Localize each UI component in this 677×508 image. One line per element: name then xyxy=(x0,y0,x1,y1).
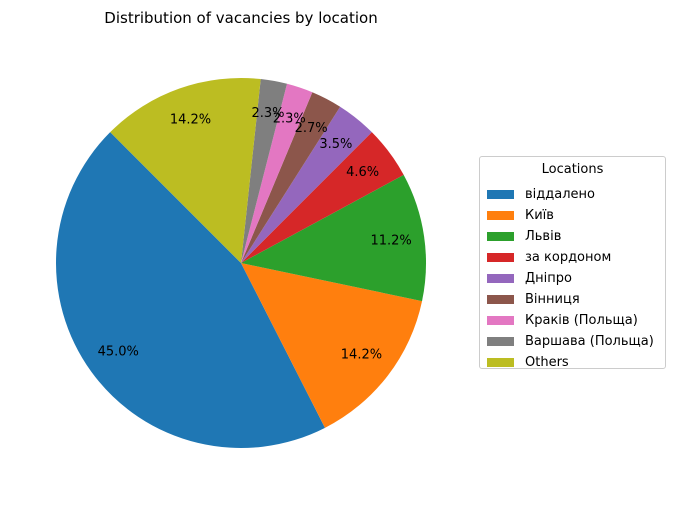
legend-swatch xyxy=(487,273,514,283)
legend-item-1: Київ xyxy=(487,205,554,225)
pie-slice-8 xyxy=(110,78,261,263)
legend-item-3: за кордоном xyxy=(487,247,611,267)
pie-slices xyxy=(55,78,426,449)
legend-label: Дніпро xyxy=(525,270,572,286)
legend-label: за кордоном xyxy=(525,249,612,265)
legend-swatch xyxy=(487,231,514,241)
legend-label: Краків (Польща) xyxy=(525,312,638,328)
legend-item-2: Львів xyxy=(487,226,561,246)
legend-swatch xyxy=(487,357,514,367)
legend: Locations віддалено Київ Львів за кордоном Д… xyxy=(479,156,666,372)
pie-slice-2 xyxy=(241,174,426,302)
legend-swatch xyxy=(487,315,514,325)
pie-percent-label-0: 45.0% xyxy=(98,345,139,360)
legend-swatch xyxy=(487,210,514,220)
pie-slice-0 xyxy=(55,132,325,449)
pie-percent-label-4: 3.5% xyxy=(319,137,352,152)
pie-slice-3 xyxy=(241,132,404,263)
legend-swatch xyxy=(487,252,514,262)
pie-percent-label-2: 11.2% xyxy=(370,234,411,249)
legend-title: Locations xyxy=(541,162,604,177)
legend-label: віддалено xyxy=(525,186,595,202)
legend-label: Others xyxy=(525,354,569,370)
pie-percent-label-1: 14.2% xyxy=(341,348,382,363)
pie-slice-5 xyxy=(241,92,341,263)
pie-slice-1 xyxy=(241,263,423,428)
legend-swatch xyxy=(487,189,514,199)
legend-swatch xyxy=(487,336,514,346)
legend-item-0: віддалено xyxy=(487,184,595,204)
pie-slice-4 xyxy=(241,106,372,263)
chart-title: Distribution of vacancies by location xyxy=(104,9,377,27)
pie-percent-label-6: 2.3% xyxy=(273,112,306,127)
pie-slice-7 xyxy=(241,79,288,263)
pie-percent-label-7: 2.3% xyxy=(252,106,285,121)
legend-item-6: Краків (Польща) xyxy=(487,310,638,330)
legend-label: Вінниця xyxy=(525,291,580,307)
legend-item-7: Варшава (Польща) xyxy=(487,331,654,351)
legend-item-8: Others xyxy=(487,352,569,372)
legend-item-4: Дніпро xyxy=(487,268,572,288)
pie-percent-label-3: 4.6% xyxy=(346,165,379,180)
pie-slice-6 xyxy=(241,83,313,263)
pie-percent-labels: 45.0% 14.2%11.2%4.6%3.5%2.7%2.3%2.3%14.2% xyxy=(98,106,412,362)
legend-label: Київ xyxy=(525,207,554,223)
legend-item-5: Вінниця xyxy=(487,289,580,309)
legend-label: Львів xyxy=(525,228,562,244)
legend-swatch xyxy=(487,294,514,304)
pie-percent-label-8: 14.2% xyxy=(170,112,211,127)
legend-label: Варшава (Польща) xyxy=(525,333,654,349)
pie-percent-label-5: 2.7% xyxy=(295,121,328,136)
